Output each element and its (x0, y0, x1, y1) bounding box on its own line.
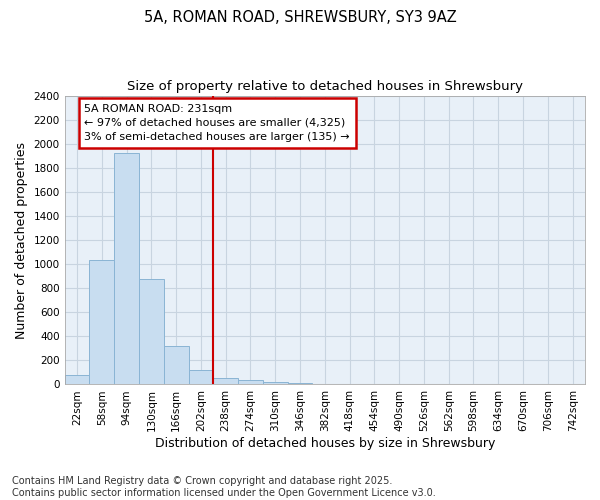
Text: Contains HM Land Registry data © Crown copyright and database right 2025.
Contai: Contains HM Land Registry data © Crown c… (12, 476, 436, 498)
Bar (114, 154, 139, 384)
Title: Size of property relative to detached houses in Shrewsbury: Size of property relative to detached ho… (127, 80, 523, 93)
Bar (263, 382, 287, 384)
Text: 5A, ROMAN ROAD, SHREWSBURY, SY3 9AZ: 5A, ROMAN ROAD, SHREWSBURY, SY3 9AZ (143, 10, 457, 25)
X-axis label: Distribution of detached houses by size in Shrewsbury: Distribution of detached houses by size … (155, 437, 495, 450)
Y-axis label: Number of detached properties: Number of detached properties (15, 142, 28, 338)
Bar (214, 378, 238, 384)
Bar (65, 375, 89, 384)
Bar (89, 260, 114, 384)
Bar (188, 370, 214, 384)
Bar (238, 380, 263, 384)
Bar (164, 346, 188, 385)
Text: 5A ROMAN ROAD: 231sqm
← 97% of detached houses are smaller (4,325)
3% of semi-de: 5A ROMAN ROAD: 231sqm ← 97% of detached … (85, 104, 350, 142)
Bar (139, 278, 164, 384)
